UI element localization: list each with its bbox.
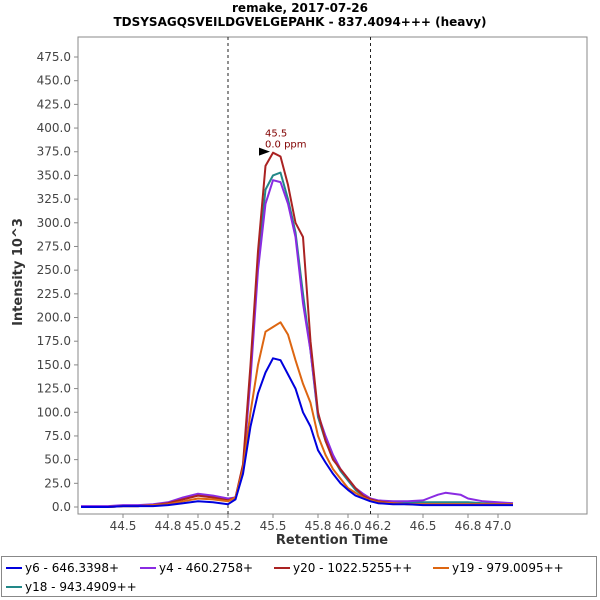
- y-tick-label: 350.0: [37, 168, 71, 182]
- legend-swatch: [6, 567, 22, 569]
- peak-rt-label: 45.5: [265, 129, 287, 140]
- legend-item: y19 - 979.0095++: [433, 560, 564, 576]
- peak-marker-arrow: [259, 147, 270, 156]
- x-tick-label: 45.8: [305, 519, 332, 533]
- legend-label: y18 - 943.4909++: [25, 580, 137, 594]
- plot-frame: [77, 36, 588, 515]
- y-tick-label: 0.0: [52, 500, 71, 514]
- y-tick-label: 100.0: [37, 405, 71, 419]
- y-tick-label: 475.0: [37, 50, 71, 64]
- y-axis-label: Intensity 10^3: [11, 218, 26, 326]
- y-tick-label: 25.0: [44, 476, 71, 490]
- x-tick-label: 46.0: [335, 519, 362, 533]
- legend-swatch: [6, 586, 22, 588]
- y-tick-label: 75.0: [44, 429, 71, 443]
- y-tick-label: 250.0: [37, 263, 71, 277]
- x-tick-label: 46.2: [365, 519, 392, 533]
- y-tick-label: 175.0: [37, 334, 71, 348]
- legend-label: y6 - 646.3398+: [25, 561, 120, 575]
- legend-swatch: [433, 567, 449, 569]
- legend-label: y19 - 979.0095++: [452, 561, 564, 575]
- y-tick-label: 375.0: [37, 145, 71, 159]
- x-tick-label: 45.2: [215, 519, 242, 533]
- chart-subtitle: TDSYSAGQSVEILDGVELGEPAHK - 837.4094+++ (…: [113, 15, 487, 29]
- chart-title: remake, 2017-07-26: [232, 1, 368, 15]
- x-tick-label: 46.8: [455, 519, 482, 533]
- y-tick-label: 50.0: [44, 453, 71, 467]
- legend-item: y20 - 1022.5255++: [274, 560, 412, 576]
- x-tick-label: 44.8: [155, 519, 182, 533]
- y-tick-label: 400.0: [37, 121, 71, 135]
- x-tick-label: 44.5: [110, 519, 137, 533]
- x-tick-label: 45.0: [185, 519, 212, 533]
- legend-swatch: [140, 567, 156, 569]
- legend-item: y6 - 646.3398+: [6, 560, 119, 576]
- peak-ppm-label: 0.0 ppm: [265, 140, 307, 151]
- x-tick-label: 46.5: [410, 519, 437, 533]
- legend-label: y20 - 1022.5255++: [293, 561, 413, 575]
- y-tick-label: 300.0: [37, 216, 71, 230]
- legend-item: y4 - 460.2758+: [140, 560, 253, 576]
- series-line-y6: [81, 357, 513, 508]
- chromatogram-plot: 0.0 25.0 50.0 75.0 100.0 125.0 150.0 175.0 200.0…: [11, 36, 588, 548]
- y-tick-label: 200.0: [37, 311, 71, 325]
- y-tick-label: 225.0: [37, 287, 71, 301]
- x-tick-label: 47.0: [485, 519, 512, 533]
- y-tick-label: 150.0: [37, 358, 71, 372]
- legend-swatch: [274, 567, 290, 569]
- y-tick-label: 275.0: [37, 239, 71, 253]
- legend: y6 - 646.3398+ y4 - 460.2758+ y20 - 1022.5…: [1, 556, 597, 597]
- x-axis-label: Retention Time: [276, 533, 388, 548]
- y-tick-label: 450.0: [37, 74, 71, 88]
- legend-label: y4 - 460.2758+: [159, 561, 254, 575]
- x-tick-label: 45.5: [260, 519, 287, 533]
- y-tick-label: 325.0: [37, 192, 71, 206]
- legend-item: y18 - 943.4909++: [6, 579, 137, 595]
- y-tick-label: 425.0: [37, 97, 71, 111]
- y-tick-label: 125.0: [37, 382, 71, 396]
